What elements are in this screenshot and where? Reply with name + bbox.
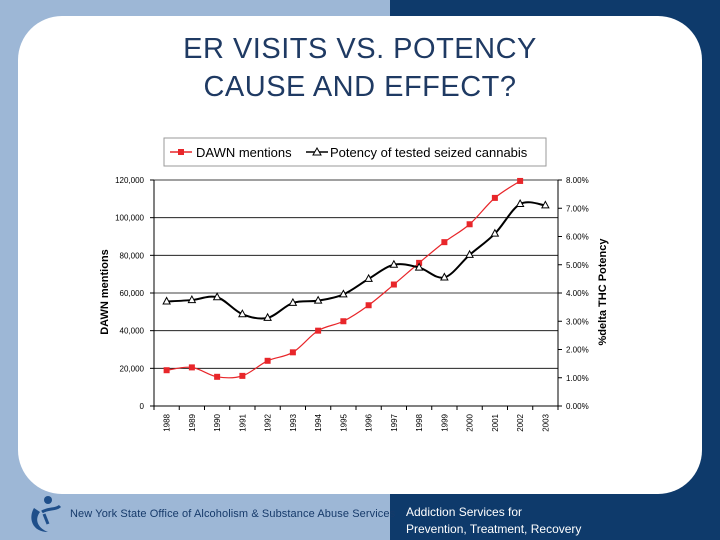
potency-data-point [389, 259, 399, 268]
legend-potency-label: Potency of tested seized cannabis [330, 145, 528, 160]
dawn-data-point [315, 327, 322, 334]
dawn-data-point [289, 349, 296, 356]
y2-tick-label: 8.00% [566, 176, 589, 185]
potency-data-point [212, 292, 222, 301]
slide-title-line-2: CAUSE AND EFFECT? [203, 71, 517, 103]
legend-potency-marker [312, 146, 322, 156]
dawn-data-point [466, 221, 473, 228]
footer-tagline-line-1: Addiction Services for [406, 505, 523, 519]
footer-org-name: New York State Office of Alcoholism & Su… [70, 508, 396, 520]
x-tick-label: 2003 [541, 413, 550, 431]
y2-tick-label: 6.00% [566, 233, 589, 242]
footer-tagline-line-2: Prevention, Treatment, Recovery [406, 522, 582, 536]
footer-tagline: Addiction Services for Prevention, Treat… [406, 504, 581, 538]
potency-data-point [364, 273, 373, 282]
y-tick-label: 100,000 [115, 214, 144, 223]
dawn-data-point [340, 318, 347, 325]
potency-data-point [238, 309, 247, 318]
potency-data-point [162, 296, 171, 305]
dawn-data-point [390, 281, 397, 288]
x-tick-label: 1999 [440, 413, 449, 431]
potency-data-point [490, 228, 500, 237]
x-tick-label: 1989 [188, 413, 197, 431]
dawn-series-line [166, 180, 521, 379]
y2-tick-label: 7.00% [566, 204, 589, 213]
y2-tick-label: 5.00% [566, 261, 589, 270]
y-tick-label: 20,000 [120, 364, 145, 373]
legend-dawn-marker [178, 149, 184, 155]
dawn-data-point [264, 357, 271, 364]
y-axis-label: DAWN mentions [99, 249, 111, 335]
potency-data-point [187, 295, 197, 304]
potency-data-point [339, 289, 348, 298]
figure-swoosh-logo-icon [31, 496, 62, 532]
dawn-data-point [517, 177, 524, 184]
y2-axis-label: %delta THC Potency [597, 238, 609, 346]
potency-data-point [515, 198, 525, 208]
y2-tick-label: 0.00% [566, 402, 589, 411]
x-tick-label: 1994 [314, 413, 323, 431]
dawn-data-point [441, 239, 448, 246]
y-tick-label: 80,000 [120, 251, 145, 260]
potency-data-point [465, 249, 474, 258]
x-tick-label: 1992 [264, 413, 273, 431]
x-tick-label: 2001 [491, 413, 500, 431]
potency-data-point [313, 295, 323, 304]
x-tick-label: 1991 [238, 413, 247, 431]
dawn-data-point [491, 194, 498, 201]
dawn-data-point [239, 372, 246, 379]
dawn-data-point [365, 302, 372, 309]
dawn-data-point [214, 373, 221, 380]
potency-data-point [541, 200, 550, 209]
x-tick-label: 1993 [289, 413, 298, 431]
y-tick-label: 40,000 [120, 327, 145, 336]
slide-title: ER VISITS VS. POTENCY CAUSE AND EFFECT? [18, 30, 702, 106]
potency-data-point [414, 262, 424, 271]
chart-gridlines [154, 179, 558, 369]
x-tick-label: 1996 [365, 413, 374, 431]
y-tick-labels: 0 20,000 40,000 60,000 80,000 100,000 120,000 [115, 176, 154, 411]
x-tick-label: 1990 [213, 413, 222, 431]
legend-dawn-label: DAWN mentions [196, 145, 292, 160]
chart-legend: DAWN mentions Potency of tested seized c… [163, 137, 547, 167]
dawn-data-point [163, 367, 170, 374]
x-tick-label: 1995 [339, 413, 348, 431]
y2-tick-labels: 0.00% 1.00% 2.00% 3.00% 4.00% 5.00% 6.00% 7.00%… [558, 176, 589, 411]
legend-box [163, 137, 547, 167]
x-tick-label: 2000 [466, 413, 475, 431]
potency-data-point [440, 272, 449, 281]
potency-series-line [166, 201, 546, 320]
y-tick-label: 0 [140, 402, 145, 411]
y2-tick-label: 2.00% [566, 346, 589, 355]
dawn-data-point [188, 364, 195, 371]
y2-tick-label: 4.00% [566, 289, 589, 298]
y-tick-label: 60,000 [120, 289, 145, 298]
x-tick-labels: 1988 1989 1990 1991 1992 1993 1994 1995 1996 1997… [153, 406, 559, 432]
x-tick-label: 2002 [516, 413, 525, 431]
potency-data-point [263, 312, 272, 321]
potency-data-point [288, 297, 298, 306]
x-tick-label: 1998 [415, 413, 424, 431]
x-tick-label: 1988 [163, 413, 172, 431]
x-tick-label: 1997 [390, 413, 399, 431]
chart-series [162, 177, 550, 380]
y2-tick-label: 3.00% [566, 317, 589, 326]
y-tick-label: 120,000 [115, 176, 144, 185]
y2-tick-label: 1.00% [566, 374, 589, 383]
slide-title-line-1: ER VISITS VS. POTENCY [183, 33, 537, 65]
